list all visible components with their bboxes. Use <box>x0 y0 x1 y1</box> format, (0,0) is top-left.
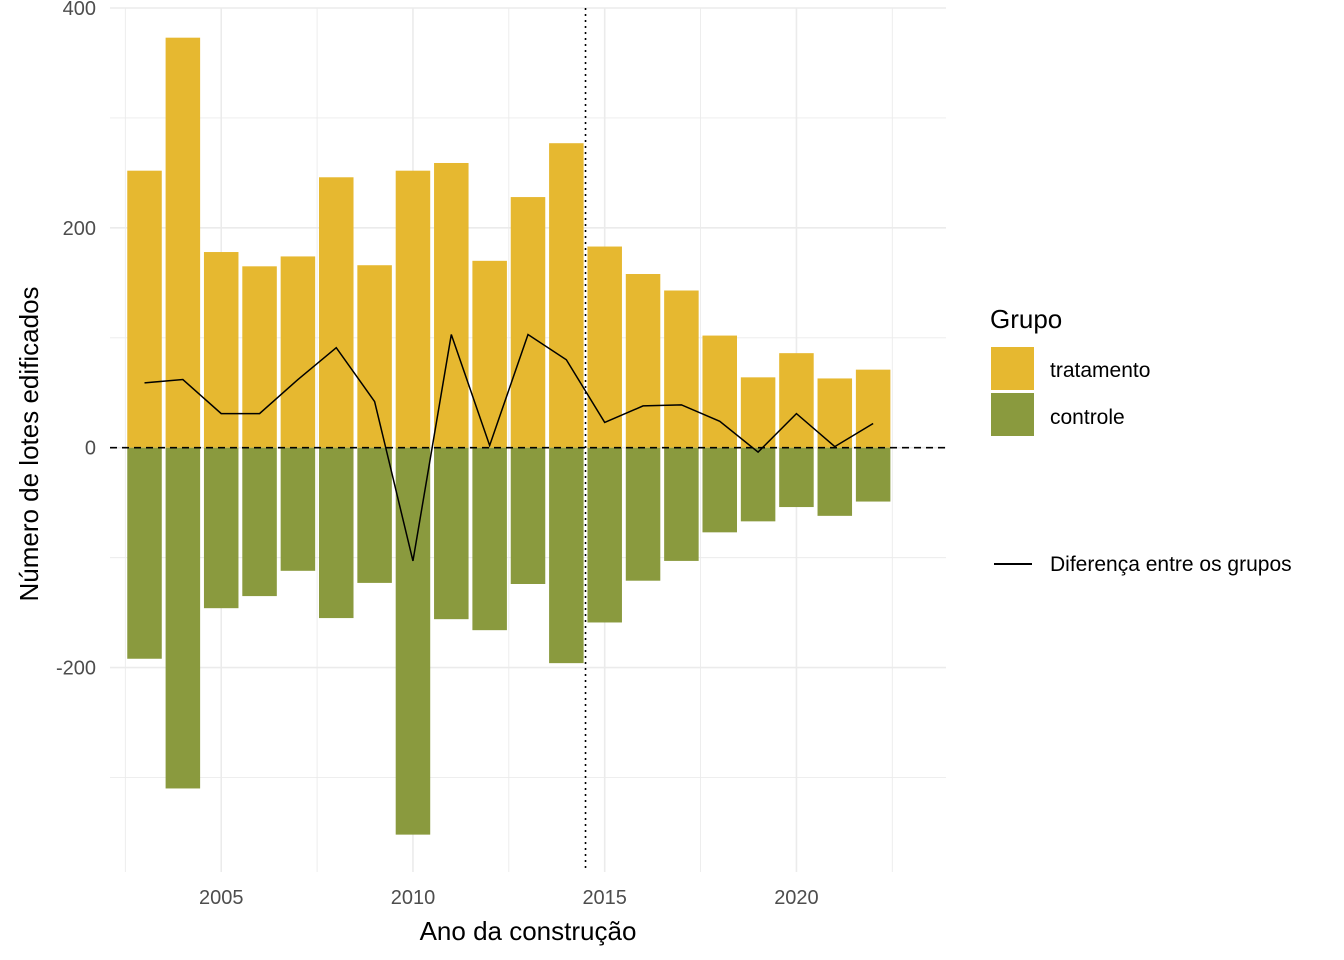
bar-controle-2013 <box>510 447 546 584</box>
bar-tratamento-2006 <box>242 266 277 448</box>
bar-tratamento-2009 <box>357 265 392 448</box>
bar-controle-2015 <box>587 447 622 623</box>
bar-tratamento-2020 <box>779 353 814 448</box>
x-axis-ticks: 2005 2010 2015 2020 <box>199 887 819 909</box>
bar-tratamento-2018 <box>702 335 737 448</box>
bar-controle-2022 <box>855 447 891 502</box>
bar-tratamento-2013 <box>510 197 546 448</box>
legend: Grupo tratamento controle Diferença entr… <box>990 304 1292 576</box>
bar-tratamento-2012 <box>472 260 507 448</box>
y-axis-ticks: -200 0 200 400 <box>56 0 96 680</box>
bar-controle-2004 <box>165 447 201 789</box>
bar-tratamento-2005 <box>203 252 239 448</box>
legend-swatch-tratamento <box>991 347 1034 390</box>
x-tick-label-2020: 2020 <box>774 887 819 909</box>
difference-polyline <box>144 333 874 562</box>
y-tick-label-0: 0 <box>85 438 96 460</box>
reference-lines <box>110 8 946 872</box>
bar-controle-2009 <box>357 447 392 583</box>
bar-tratamento-2003 <box>127 170 162 448</box>
x-tick-label-2015: 2015 <box>582 887 627 909</box>
y-tick-label-400: 400 <box>63 0 96 20</box>
bar-controle-2020 <box>779 447 814 508</box>
bar-tratamento-2014 <box>549 143 584 448</box>
bar-controle-2008 <box>319 447 354 619</box>
x-axis-title: Ano da construção <box>420 916 637 946</box>
bar-controle-2007 <box>280 447 316 571</box>
bar-tratamento-2017 <box>664 290 699 448</box>
bar-tratamento-2015 <box>587 246 622 448</box>
bar-controle-2019 <box>740 447 776 522</box>
y-axis-title: Número de lotes edificados <box>14 286 44 601</box>
bar-controle-2005 <box>203 447 239 609</box>
legend-title: Grupo <box>990 304 1062 334</box>
bar-controle-2011 <box>434 447 469 620</box>
bar-tratamento-2008 <box>319 177 354 448</box>
bar-tratamento-2010 <box>395 170 431 448</box>
x-tick-label-2010: 2010 <box>391 887 436 909</box>
bar-tratamento-2007 <box>280 256 316 448</box>
bar-controle-2017 <box>664 447 699 561</box>
bar-controle-2006 <box>242 447 277 597</box>
bar-controle-2021 <box>817 447 853 516</box>
y-tick-label--200: -200 <box>56 658 96 680</box>
bar-controle-2003 <box>127 447 162 659</box>
bar-tratamento-2022 <box>855 369 891 448</box>
bar-tratamento-2019 <box>740 377 776 448</box>
y-tick-label-200: 200 <box>63 218 96 240</box>
bar-controle-2010 <box>395 447 431 835</box>
bar-tratamento-2021 <box>817 378 853 448</box>
legend-label-tratamento: tratamento <box>1050 359 1150 382</box>
bar-controle-2016 <box>625 447 661 581</box>
legend-label-difference: Diferença entre os grupos <box>1050 553 1292 576</box>
legend-label-controle: controle <box>1050 406 1125 429</box>
bar-controle-2012 <box>472 447 507 631</box>
bar-tratamento-2004 <box>165 37 201 448</box>
legend-swatch-controle <box>991 393 1034 436</box>
difference-line <box>144 333 874 562</box>
bars <box>127 37 891 835</box>
bar-controle-2014 <box>549 447 584 664</box>
bar-tratamento-2016 <box>625 274 661 448</box>
x-tick-label-2005: 2005 <box>199 887 244 909</box>
bar-controle-2018 <box>702 447 737 533</box>
